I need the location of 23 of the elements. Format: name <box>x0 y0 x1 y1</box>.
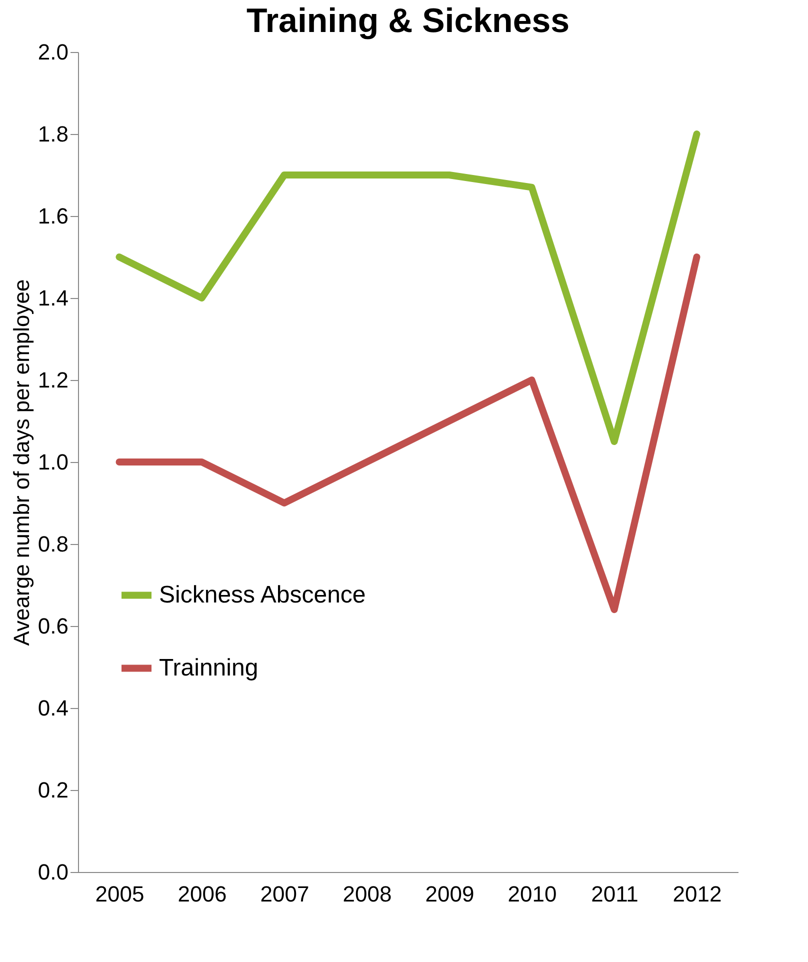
y-tick-label: 1.2 <box>38 368 68 392</box>
y-tick-label: 0.6 <box>38 614 68 638</box>
y-tick-label: 0.0 <box>38 860 68 884</box>
x-tick-label: 2005 <box>95 882 144 906</box>
x-tick-label: 2010 <box>508 882 557 906</box>
y-tick-label: 1.0 <box>38 450 68 474</box>
x-tick-label: 2011 <box>591 882 638 906</box>
y-tick-label: 1.8 <box>38 122 68 146</box>
x-tick-label: 2007 <box>260 882 310 906</box>
y-tick-label: 0.2 <box>38 778 68 802</box>
x-tick-label: 2009 <box>425 882 474 906</box>
y-tick-label: 2.0 <box>38 40 68 64</box>
x-tick-label: 2006 <box>178 882 227 906</box>
y-tick-label: 0.8 <box>38 532 68 556</box>
chart-title: Training & Sickness <box>246 2 570 40</box>
y-tick-label: 1.6 <box>38 204 68 228</box>
x-tick-label: 2008 <box>342 882 392 906</box>
y-tick-label: 0.4 <box>38 696 68 720</box>
x-tick-label: 2012 <box>672 882 722 906</box>
legend-label: Sickness Abscence <box>159 581 366 608</box>
y-axis-title: Avearge numbr of days per employee <box>8 279 34 646</box>
legend-label: Trainning <box>159 654 258 682</box>
y-tick-label: 1.4 <box>38 286 68 310</box>
